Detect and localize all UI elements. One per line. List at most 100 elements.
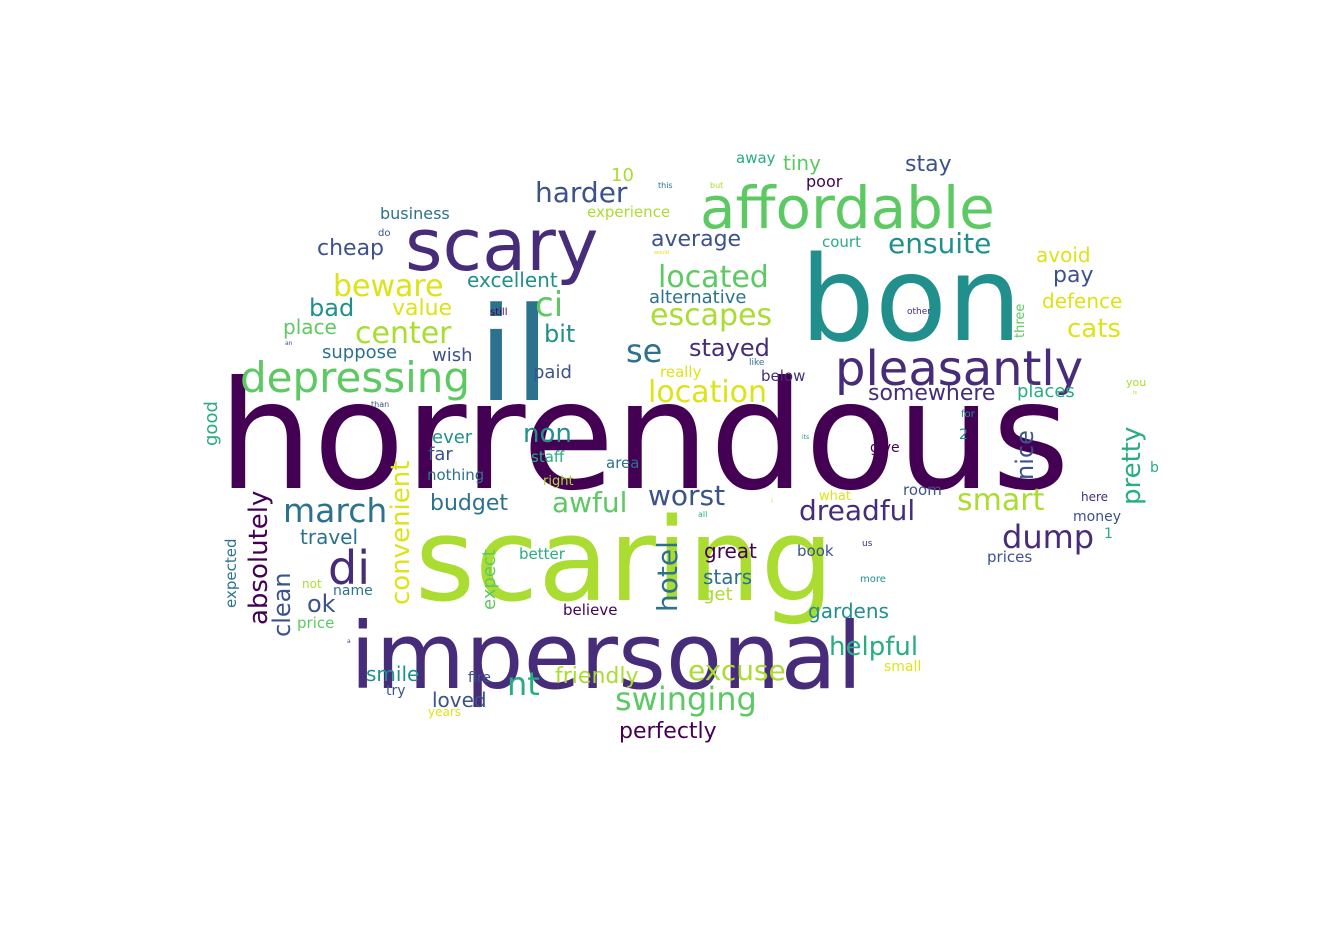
word-ensuite: ensuite (888, 227, 991, 260)
word-years: years (428, 705, 461, 719)
word-nothing: nothing (427, 466, 484, 484)
word-suppose: suppose (322, 342, 397, 363)
word-excellent: excellent (467, 268, 558, 292)
word-more: more (860, 574, 886, 585)
word-escapes: escapes (650, 298, 772, 333)
word-located: located (658, 260, 769, 295)
word-but: but (710, 181, 723, 190)
word-location: location (648, 375, 767, 410)
word-room: room (903, 481, 942, 499)
word-try: try (386, 683, 406, 699)
word-money: money (1073, 509, 1121, 525)
word-business: business (380, 204, 450, 223)
word-1: 1 (1104, 526, 1113, 542)
word-us: us (862, 539, 873, 549)
word-awful: awful (552, 486, 627, 519)
word-is: is (1133, 390, 1137, 396)
word-than: than (371, 400, 389, 409)
word-convenient: convenient (386, 461, 416, 605)
word-clean: clean (268, 572, 296, 637)
word-places: places (1017, 381, 1075, 402)
word-this: this (658, 181, 673, 190)
word-court: court (822, 233, 861, 251)
word-really: really (660, 363, 702, 381)
word-get: get (703, 584, 733, 605)
word-cheap: cheap (317, 236, 384, 261)
word-depressing: depressing (240, 353, 470, 402)
word-better: better (519, 545, 566, 563)
word-paid: paid (533, 362, 572, 383)
word-di: di (328, 541, 370, 595)
word-area: area (606, 454, 639, 472)
word-for: for (961, 409, 976, 420)
word-believe: believe (563, 601, 617, 619)
word-avoid: avoid (1036, 243, 1091, 267)
word-pretty: pretty (1117, 427, 1147, 505)
word-friendly: friendly (555, 664, 638, 689)
word-prices: prices (987, 548, 1032, 566)
word-an: an (285, 340, 293, 347)
word-ever: ever (432, 427, 473, 448)
word-give: give (870, 440, 900, 456)
word-pay: pay (1053, 263, 1093, 288)
word-i: i (771, 497, 773, 505)
word-travel: travel (300, 525, 358, 549)
word-small: small (884, 659, 921, 675)
word-all: all (698, 510, 707, 519)
word-other: other (907, 307, 931, 317)
word-loved: loved (432, 688, 487, 712)
word-alternative: alternative (649, 287, 746, 308)
word-scaring: scaring (415, 494, 834, 628)
word-experience: experience (587, 203, 670, 221)
word-name: name (333, 583, 373, 599)
word-impersonal: impersonal (350, 603, 862, 710)
word-somewhere: somewhere (868, 381, 995, 406)
word-dump: dump (1002, 518, 1094, 556)
word-its: its (802, 434, 809, 441)
word-far: far (428, 444, 453, 465)
word-nice: nice (1011, 430, 1039, 480)
word-book: book (797, 542, 834, 560)
word-2: 2 (959, 427, 968, 443)
word-do: do (378, 228, 390, 239)
word-10: 10 (611, 165, 634, 186)
word-bit: bit (544, 320, 575, 348)
word-harder: harder (535, 176, 628, 209)
word-helpful: helpful (829, 632, 918, 662)
word-pleasantly: pleasantly (835, 341, 1083, 397)
word-defence: defence (1042, 289, 1122, 313)
word-affordable: affordable (700, 174, 995, 242)
word-hotel: hotel (651, 541, 684, 612)
word-average: average (651, 227, 741, 252)
word-il: il (478, 279, 550, 431)
word-still: still (490, 307, 507, 318)
word-gardens: gardens (808, 599, 889, 623)
word-like: like (749, 358, 765, 368)
word-absolutely: absolutely (244, 491, 274, 625)
word-below: below (761, 367, 805, 385)
word-good: good (201, 401, 222, 446)
word-center: center (355, 316, 452, 351)
word-away: away (736, 149, 776, 167)
word-expected: expected (222, 539, 240, 608)
word-dreadful: dreadful (799, 494, 915, 527)
word-excuse: excuse (688, 654, 786, 687)
word-stay: stay (905, 152, 952, 177)
word-nt: nt (507, 665, 540, 703)
word-three: three (1013, 304, 1028, 338)
word-place: place (283, 315, 337, 339)
word-cats: cats (1067, 314, 1121, 344)
word-perfectly: perfectly (619, 719, 717, 744)
word-here: here (1081, 490, 1108, 504)
word-not: not (302, 577, 322, 591)
word-would: would (654, 250, 669, 256)
word-bon: bon (800, 230, 1022, 368)
word-swinging: swinging (615, 680, 757, 718)
word-right: right (543, 474, 574, 489)
word-poor: poor (806, 172, 843, 191)
word-you: you (1126, 376, 1146, 389)
word-worst: worst (648, 479, 725, 512)
word-expect: expect (479, 549, 500, 610)
word-stars: stars (703, 565, 752, 589)
